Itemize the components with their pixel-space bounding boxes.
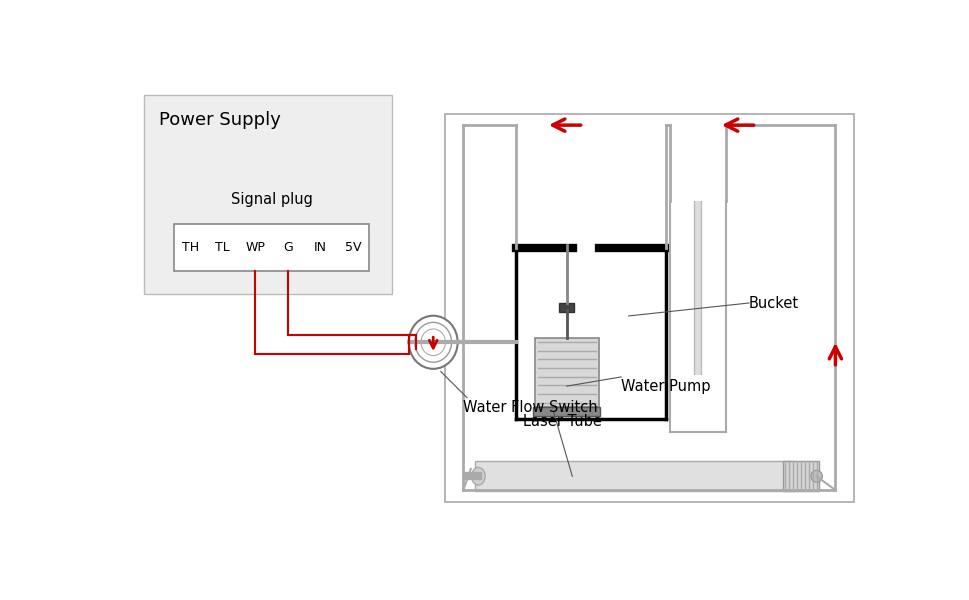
Bar	[534, 338, 598, 407]
Bar	[444, 113, 854, 502]
Text: G: G	[283, 241, 293, 254]
Text: Laser Tube: Laser Tube	[523, 414, 602, 429]
Text: TL: TL	[215, 241, 230, 254]
Text: 5V: 5V	[344, 241, 360, 254]
Text: Water Pump: Water Pump	[620, 379, 710, 394]
FancyBboxPatch shape	[143, 95, 391, 294]
FancyBboxPatch shape	[474, 461, 794, 491]
Text: WP: WP	[245, 241, 265, 254]
Ellipse shape	[408, 316, 457, 369]
Bar	[173, 224, 369, 271]
Bar	[558, 303, 574, 312]
Ellipse shape	[810, 470, 822, 482]
Ellipse shape	[415, 322, 452, 362]
Text: IN: IN	[314, 241, 327, 254]
Ellipse shape	[421, 329, 445, 356]
Bar	[782, 461, 818, 491]
Text: Water Flow Switch: Water Flow Switch	[463, 400, 597, 415]
Text: Signal plug: Signal plug	[231, 191, 312, 206]
Text: Bucket: Bucket	[748, 295, 798, 311]
Text: TH: TH	[181, 241, 199, 254]
Bar	[533, 407, 600, 416]
Text: Power Supply: Power Supply	[159, 111, 280, 129]
Ellipse shape	[471, 467, 484, 485]
